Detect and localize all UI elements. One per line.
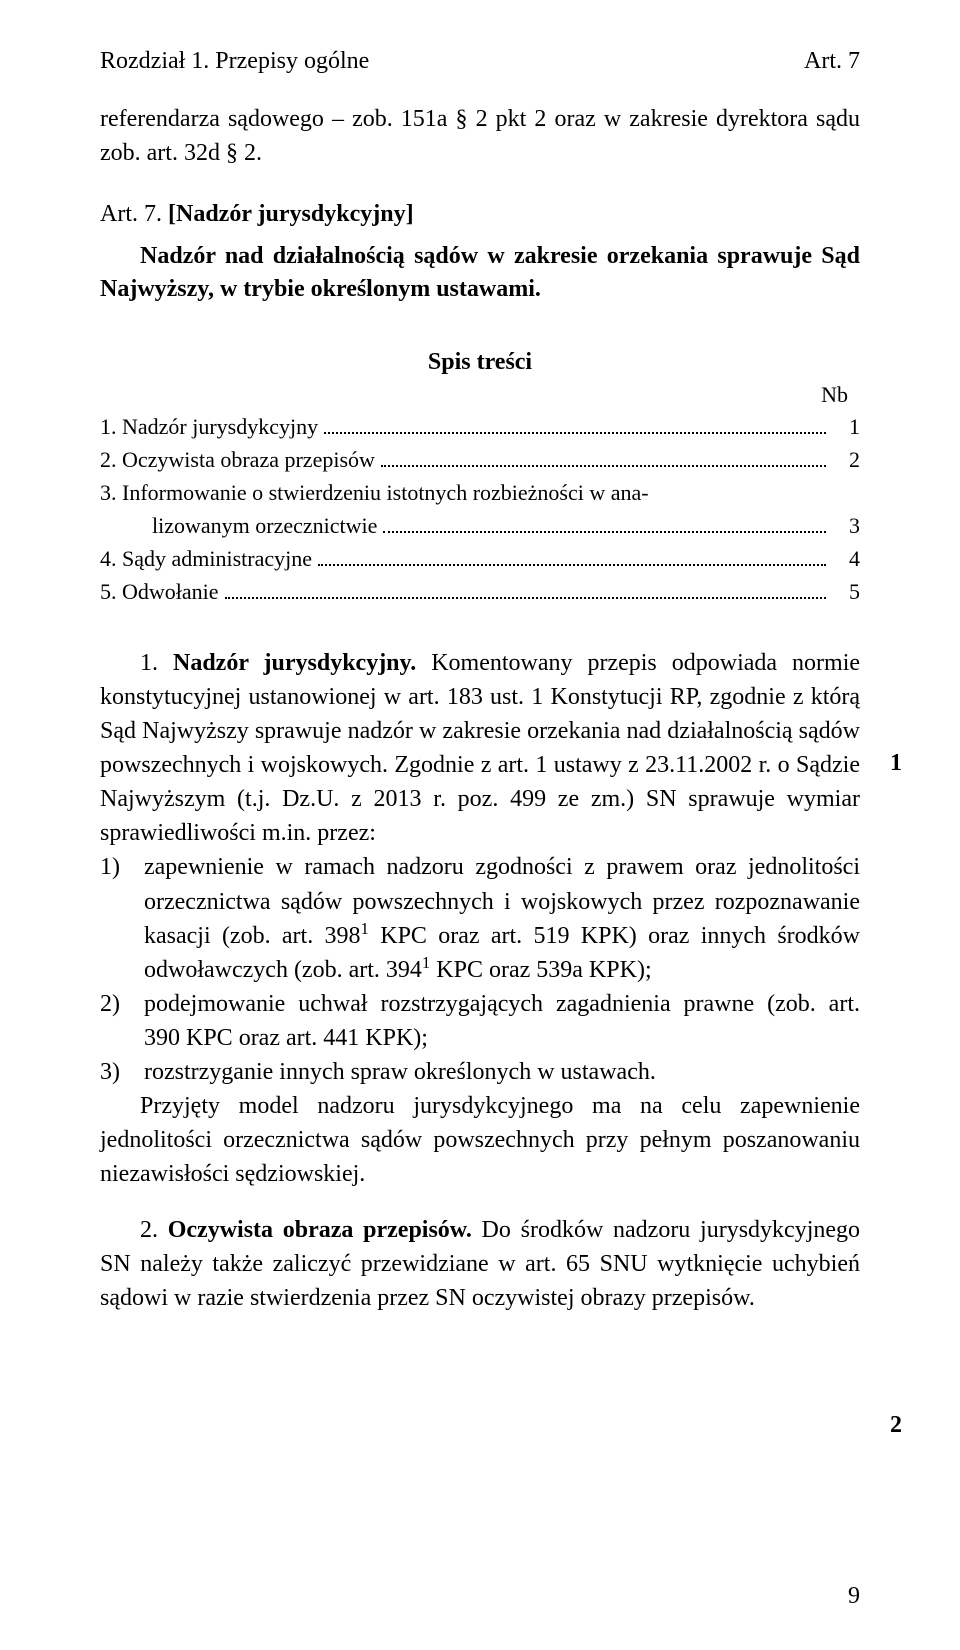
margin-number-2: 2: [890, 1408, 902, 1442]
toc-item-cont: lizowanym orzecznictwie 3: [100, 509, 860, 542]
toc-dots: [324, 432, 826, 434]
intro-paragraph: referendarza sądowego – zob. 151a § 2 pk…: [100, 103, 860, 170]
toc-dots: [318, 564, 826, 566]
article-number: Art. 7.: [100, 201, 162, 227]
list-item-num: 2): [100, 987, 144, 1055]
article-title: [Nadzór jurysdykcyjny]: [168, 201, 414, 227]
page-header: Rozdział 1. Przepisy ogólne Art. 7: [100, 48, 860, 75]
toc-nb-label: Nb: [100, 382, 860, 408]
toc-item-label: 5. Odwołanie: [100, 575, 219, 608]
toc-item-num: 1: [832, 410, 860, 443]
list-item-body: rozstrzyganie innych spraw określonych w…: [144, 1055, 860, 1089]
header-chapter: Rozdział 1. Przepisy ogólne: [100, 48, 369, 75]
toc-item: 4. Sądy administracyjne 4: [100, 542, 860, 575]
list-item: 1) zapewnienie w ramach nadzoru zgodnośc…: [100, 850, 860, 986]
section-1-body-a: Komentowany przepis odpowiada normie kon…: [100, 650, 860, 846]
toc-item-label: 2. Oczywista obraza przepisów: [100, 443, 375, 476]
list-item-body: podejmowanie uchwał rozstrzygających zag…: [144, 987, 860, 1055]
toc-item-num: 5: [832, 575, 860, 608]
section-1-bold: Nadzór jurysdykcyjny.: [173, 650, 416, 676]
toc-dots: [383, 531, 826, 533]
toc-heading: Spis treści: [100, 349, 860, 376]
toc-dots: [225, 597, 826, 599]
section-2-bold: Oczywista obraza przepisów.: [168, 1217, 472, 1243]
section-2: 2 2. Oczywista obraza przepisów. Do środ…: [100, 1213, 860, 1315]
list-item: 2) podejmowanie uchwał rozstrzygających …: [100, 987, 860, 1055]
toc-item: 5. Odwołanie 5: [100, 575, 860, 608]
list-item-num: 1): [100, 850, 144, 986]
list-item-body: zapewnienie w ramach nadzoru zgodności z…: [144, 850, 860, 986]
article-body-text: Nadzór nad działalnością sądów w zakresi…: [100, 243, 860, 303]
table-of-contents: 1. Nadzór jurysdykcyjny 1 2. Oczywista o…: [100, 410, 860, 608]
page-number: 9: [848, 1583, 860, 1610]
toc-item: 2. Oczywista obraza przepisów 2: [100, 443, 860, 476]
toc-item: 3. Informowanie o stwierdzeniu istotnych…: [100, 476, 860, 509]
list-item: 3) rozstrzyganie innych spraw określonyc…: [100, 1055, 860, 1089]
section-2-body: 2. Oczywista obraza przepisów. Do środkó…: [100, 1213, 860, 1315]
toc-item-num: 3: [832, 509, 860, 542]
section-1-lead: 1. Nadzór jurysdykcyjny. Komentowany prz…: [100, 646, 860, 850]
section-2-num: 2.: [140, 1217, 168, 1243]
list-item-num: 3): [100, 1055, 144, 1089]
toc-dots: [381, 465, 826, 467]
toc-item-label: 1. Nadzór jurysdykcyjny: [100, 410, 318, 443]
margin-number-1: 1: [890, 746, 902, 780]
article-body: Nadzór nad działalnością sądów w zakresi…: [100, 240, 860, 307]
toc-item-label: 4. Sądy administracyjne: [100, 542, 312, 575]
toc-item: 1. Nadzór jurysdykcyjny 1: [100, 410, 860, 443]
toc-item-num: 2: [832, 443, 860, 476]
toc-item-num: 4: [832, 542, 860, 575]
section-1-tail: Przyjęty model nadzoru jurysdykcyjnego m…: [100, 1089, 860, 1191]
toc-item-label: 3. Informowanie o stwierdzeniu istotnych…: [100, 476, 649, 509]
header-article: Art. 7: [804, 48, 860, 75]
toc-item-label: lizowanym orzecznictwie: [152, 509, 377, 542]
section-1-num: 1.: [140, 650, 173, 676]
article-heading: Art. 7. [Nadzór jurysdykcyjny]: [100, 198, 860, 232]
section-1: 1 1. Nadzór jurysdykcyjny. Komentowany p…: [100, 646, 860, 1191]
